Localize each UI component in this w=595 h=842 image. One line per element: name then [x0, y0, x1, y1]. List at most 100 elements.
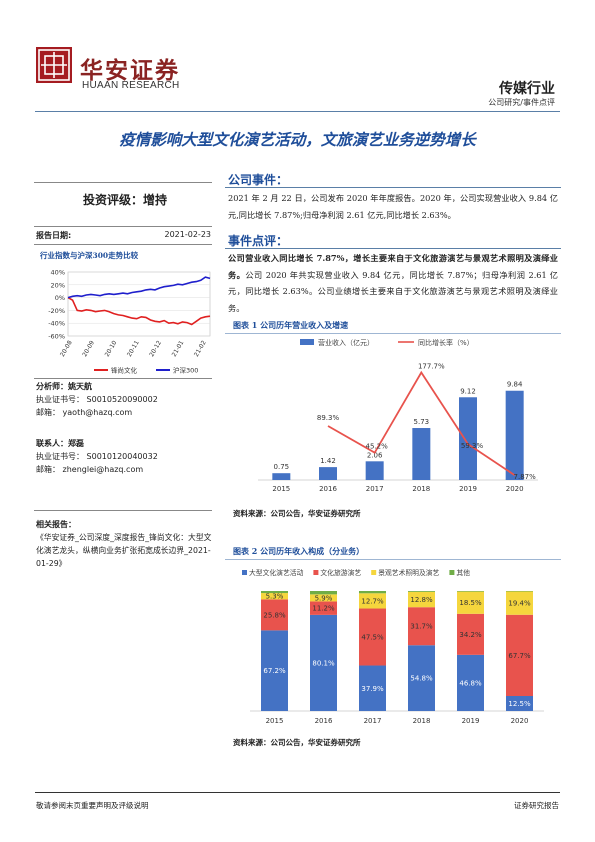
fig2-segment-label: 34.2%: [459, 631, 482, 639]
fig2-segment-label: 25.8%: [263, 611, 286, 619]
fig2-legend-swatch: [313, 570, 319, 575]
comment-text: 公司营业收入同比增长 7.87%，增长主要来自于文化旅游演艺与景观艺术照明及演绎…: [228, 250, 558, 316]
revenue-growth-chart: 营业收入（亿元） 同比增长率（%） 0.75 2015 1.42 2016 2.06 2017…: [258, 338, 538, 493]
contact-label: 联系人：: [36, 439, 68, 448]
analyst-cert: 执业证书号： S0010520090002: [36, 395, 158, 404]
fig2-bar-segment: [261, 593, 288, 600]
fig1-growth-label: 89.3%: [317, 414, 340, 422]
fig2-bar-segment: [359, 665, 386, 711]
fig2-segment-label: 54.8%: [410, 675, 433, 683]
mini-x-tick: 20-09: [81, 339, 96, 358]
fig2-bar-segment: [408, 645, 435, 711]
fig1-bar-label: 0.75: [274, 463, 290, 471]
fig1-growth-label: 59.3%: [461, 442, 484, 450]
left-divider-3: [34, 244, 212, 245]
fig1-x-tick: 2018: [412, 485, 430, 493]
fig1-bar: [412, 428, 431, 480]
figure1-title: 图表 1 公司历年营业收入及增速: [233, 320, 349, 330]
fig2-segment-label: 46.8%: [459, 679, 482, 687]
fig2-bar-segment: [506, 696, 533, 711]
comment-bold-text: 公司营业收入同比增长 7.87%，增长主要来自于文化旅游演艺与景观艺术照明及演绎…: [228, 253, 558, 280]
left-divider-5: [34, 510, 212, 511]
mini-legend-label: 锋尚文化: [111, 366, 138, 375]
fig2-segment-label: 18.5%: [459, 599, 482, 607]
fig2-segment-label: 19.4%: [508, 600, 531, 608]
fig2-bar-segment: [359, 608, 386, 666]
fig1-growth-label: 177.7%: [418, 363, 445, 371]
fig2-segment-label: 5.3%: [266, 593, 284, 601]
fig2-x-tick: 2016: [315, 717, 333, 725]
fig2-x-tick: 2020: [511, 717, 529, 725]
figure1-source: 资料来源：公司公告，华安证券研究所: [233, 509, 361, 518]
rating-block: 投资评级：增持: [40, 191, 210, 208]
fig2-bar-segment: [457, 591, 484, 614]
figure2-title: 图表 2 公司历年收入构成（分业务）: [233, 546, 365, 556]
fig2-segment-label: 80.1%: [312, 659, 335, 667]
footer-divider: [35, 792, 560, 793]
left-divider-4: [34, 378, 212, 379]
fig1-growth-line: [327, 370, 516, 476]
figure2-top-rule: [225, 559, 561, 560]
fig2-bar-segment: [261, 591, 288, 594]
fig1-bar-label: 9.84: [507, 381, 523, 389]
left-divider-2: [34, 226, 212, 227]
fig2-bar-segment: [359, 593, 386, 609]
fig2-bar-segment: [457, 654, 484, 711]
contact-block: 联系人：郑磊 执业证书号： S0010120040032 邮箱： zhengle…: [36, 437, 158, 476]
fig1-growth-label: 7.87%: [514, 473, 537, 481]
fig2-segment-label: 67.2%: [263, 667, 286, 675]
mini-x-tick: 21-02: [193, 339, 208, 358]
fig1-bar: [459, 397, 477, 480]
related-report-link[interactable]: 《华安证券_公司深度_深度报告_锋尚文化：大型文化演艺龙头，纵横向业务扩张拓宽成…: [36, 533, 212, 568]
fig1-bar-label: 1.42: [320, 457, 336, 465]
mini-x-tick: 20-08: [59, 339, 74, 358]
page-title: 疫情影响大型文化演艺活动，文旅演艺业务逆势增长: [119, 130, 476, 149]
mini-legend-label: 沪深300: [173, 366, 198, 375]
figure1-top-rule: [225, 333, 561, 334]
logo-mark: [36, 47, 72, 83]
fig1-bar-label: 9.12: [460, 387, 476, 395]
mini-y-tick: 40%: [51, 269, 65, 277]
fig1-x-tick: 2020: [506, 485, 524, 493]
report-date-label: 报告日期:: [36, 231, 72, 240]
mini-y-tick: -40%: [48, 320, 65, 328]
logo-text-en: HUAAN RESEARCH: [82, 80, 180, 91]
fig1-legend-label-line: 同比增长率（%）: [418, 338, 474, 347]
event-heading: 公司事件：: [228, 173, 289, 187]
fig2-segment-label: 67.7%: [508, 652, 531, 660]
header-divider: [35, 111, 560, 112]
fig2-segment-label: 47.5%: [361, 634, 384, 642]
fig1-x-tick: 2017: [366, 485, 384, 493]
mini-y-tick: 0%: [55, 294, 65, 302]
fig2-x-tick: 2019: [462, 717, 480, 725]
rating-label: 投资评级：: [82, 193, 143, 207]
fig1-bar: [505, 390, 524, 480]
fig2-bar-segment: [506, 591, 533, 615]
fig2-bar-segment: [310, 594, 337, 602]
fig1-bar: [319, 467, 337, 480]
fig2-x-tick: 2017: [364, 717, 382, 725]
fig2-bar-segment: [408, 591, 435, 608]
fig2-segment-label: 11.2%: [312, 605, 335, 613]
fig2-legend-label: 景观艺术照明及演艺: [378, 568, 439, 577]
footer-report-type: 证券研究报告: [514, 801, 559, 810]
mini-x-tick: 20-11: [126, 339, 141, 358]
fig2-bar-segment: [310, 614, 337, 711]
fig2-x-tick: 2018: [413, 717, 431, 725]
fig2-bar-segment: [261, 630, 288, 711]
fig2-segment-label: 12.5%: [508, 700, 531, 708]
mini-chart-title: 行业指数与沪深300走势比较: [40, 251, 139, 260]
fig2-segment-label: 5.9%: [315, 594, 333, 602]
fig2-bar-segment: [310, 591, 337, 595]
report-type: 公司研究/事件点评: [488, 98, 555, 107]
analyst-block: 分析师：姚天航 执业证书号： S0010520090002 邮箱： yaoth@…: [36, 380, 158, 419]
revenue-mix-chart: 大型文化演艺活动 文化旅游演艺 景观艺术照明及演艺 其他 67.2% 25.8% 5.3% 2…: [242, 568, 544, 725]
fig1-x-tick: 2016: [319, 485, 337, 493]
rating-value: 增持: [143, 193, 168, 207]
fig2-bar-segment: [457, 613, 484, 655]
contact-cert: 执业证书号： S0010120040032: [36, 452, 158, 461]
footer-disclaimer: 敬请参阅末页重要声明及评级说明: [36, 801, 149, 810]
fig2-bar-segment: [310, 601, 337, 615]
analyst-name: 姚天航: [68, 382, 92, 391]
fig2-bar-segment: [408, 607, 435, 646]
